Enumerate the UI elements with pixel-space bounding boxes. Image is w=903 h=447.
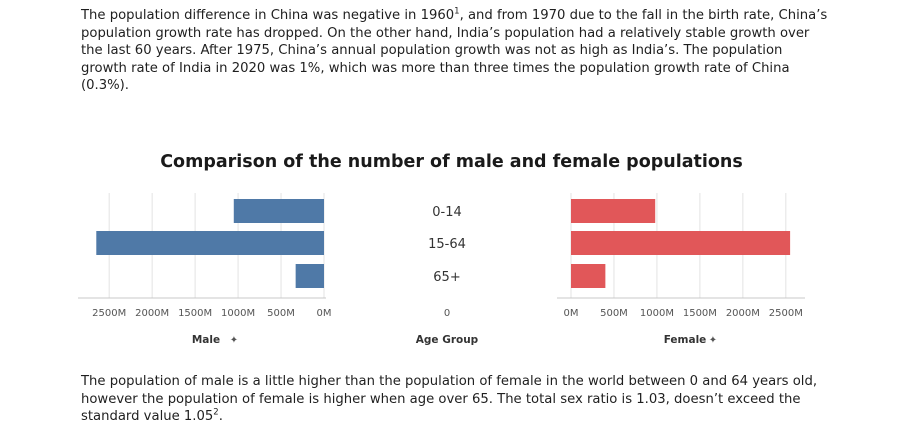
- male-tick-label: 0M: [317, 308, 332, 319]
- female-bar-0-14[interactable]: [571, 199, 656, 223]
- chart-title: Comparison of the number of male and fem…: [160, 152, 743, 172]
- footnote-ref-1[interactable]: 1: [454, 6, 460, 17]
- female-tick-label: 1000M: [640, 308, 674, 319]
- pin-icon[interactable]: ✦: [709, 335, 717, 346]
- intro-paragraph: The population difference in China was n…: [81, 7, 831, 95]
- male-tick-label: 2000M: [135, 308, 169, 319]
- footnote-ref-2[interactable]: 2: [213, 407, 219, 418]
- center-axis-tick: 0: [444, 308, 450, 319]
- category-label-15-64: 15-64: [428, 237, 466, 252]
- male-bar-15-64[interactable]: [96, 231, 324, 255]
- intro-text: The population difference in China was n…: [81, 8, 455, 23]
- male-bar-65+[interactable]: [295, 264, 324, 288]
- male-tick-label: 1000M: [221, 308, 255, 319]
- male-tick-label: 2500M: [92, 308, 126, 319]
- female-axis-title: Female: [664, 334, 707, 346]
- male-bar-0-14[interactable]: [233, 199, 324, 223]
- center-axis-title: Age Group: [416, 334, 479, 346]
- summary-text-continued: .: [218, 409, 223, 425]
- pin-icon[interactable]: ✦: [230, 335, 238, 346]
- male-tick-label: 1500M: [178, 308, 212, 319]
- category-label-0-14: 0-14: [432, 205, 462, 220]
- summary-text: The population of male is a little highe…: [81, 374, 818, 425]
- male-axis-title: Male: [192, 334, 220, 346]
- female-tick-label: 2500M: [769, 308, 803, 319]
- female-tick-label: 500M: [600, 308, 628, 319]
- male-tick-label: 500M: [267, 308, 295, 319]
- intro-text-continued: , and from 1970 due to the fall in the b…: [81, 8, 828, 94]
- category-label-65+: 65+: [433, 270, 460, 285]
- summary-paragraph: The population of male is a little highe…: [81, 373, 831, 426]
- female-bar-15-64[interactable]: [571, 231, 791, 255]
- female-tick-label: 0M: [564, 308, 579, 319]
- female-tick-label: 2000M: [726, 308, 760, 319]
- female-tick-label: 1500M: [683, 308, 717, 319]
- female-bar-65+[interactable]: [571, 264, 606, 288]
